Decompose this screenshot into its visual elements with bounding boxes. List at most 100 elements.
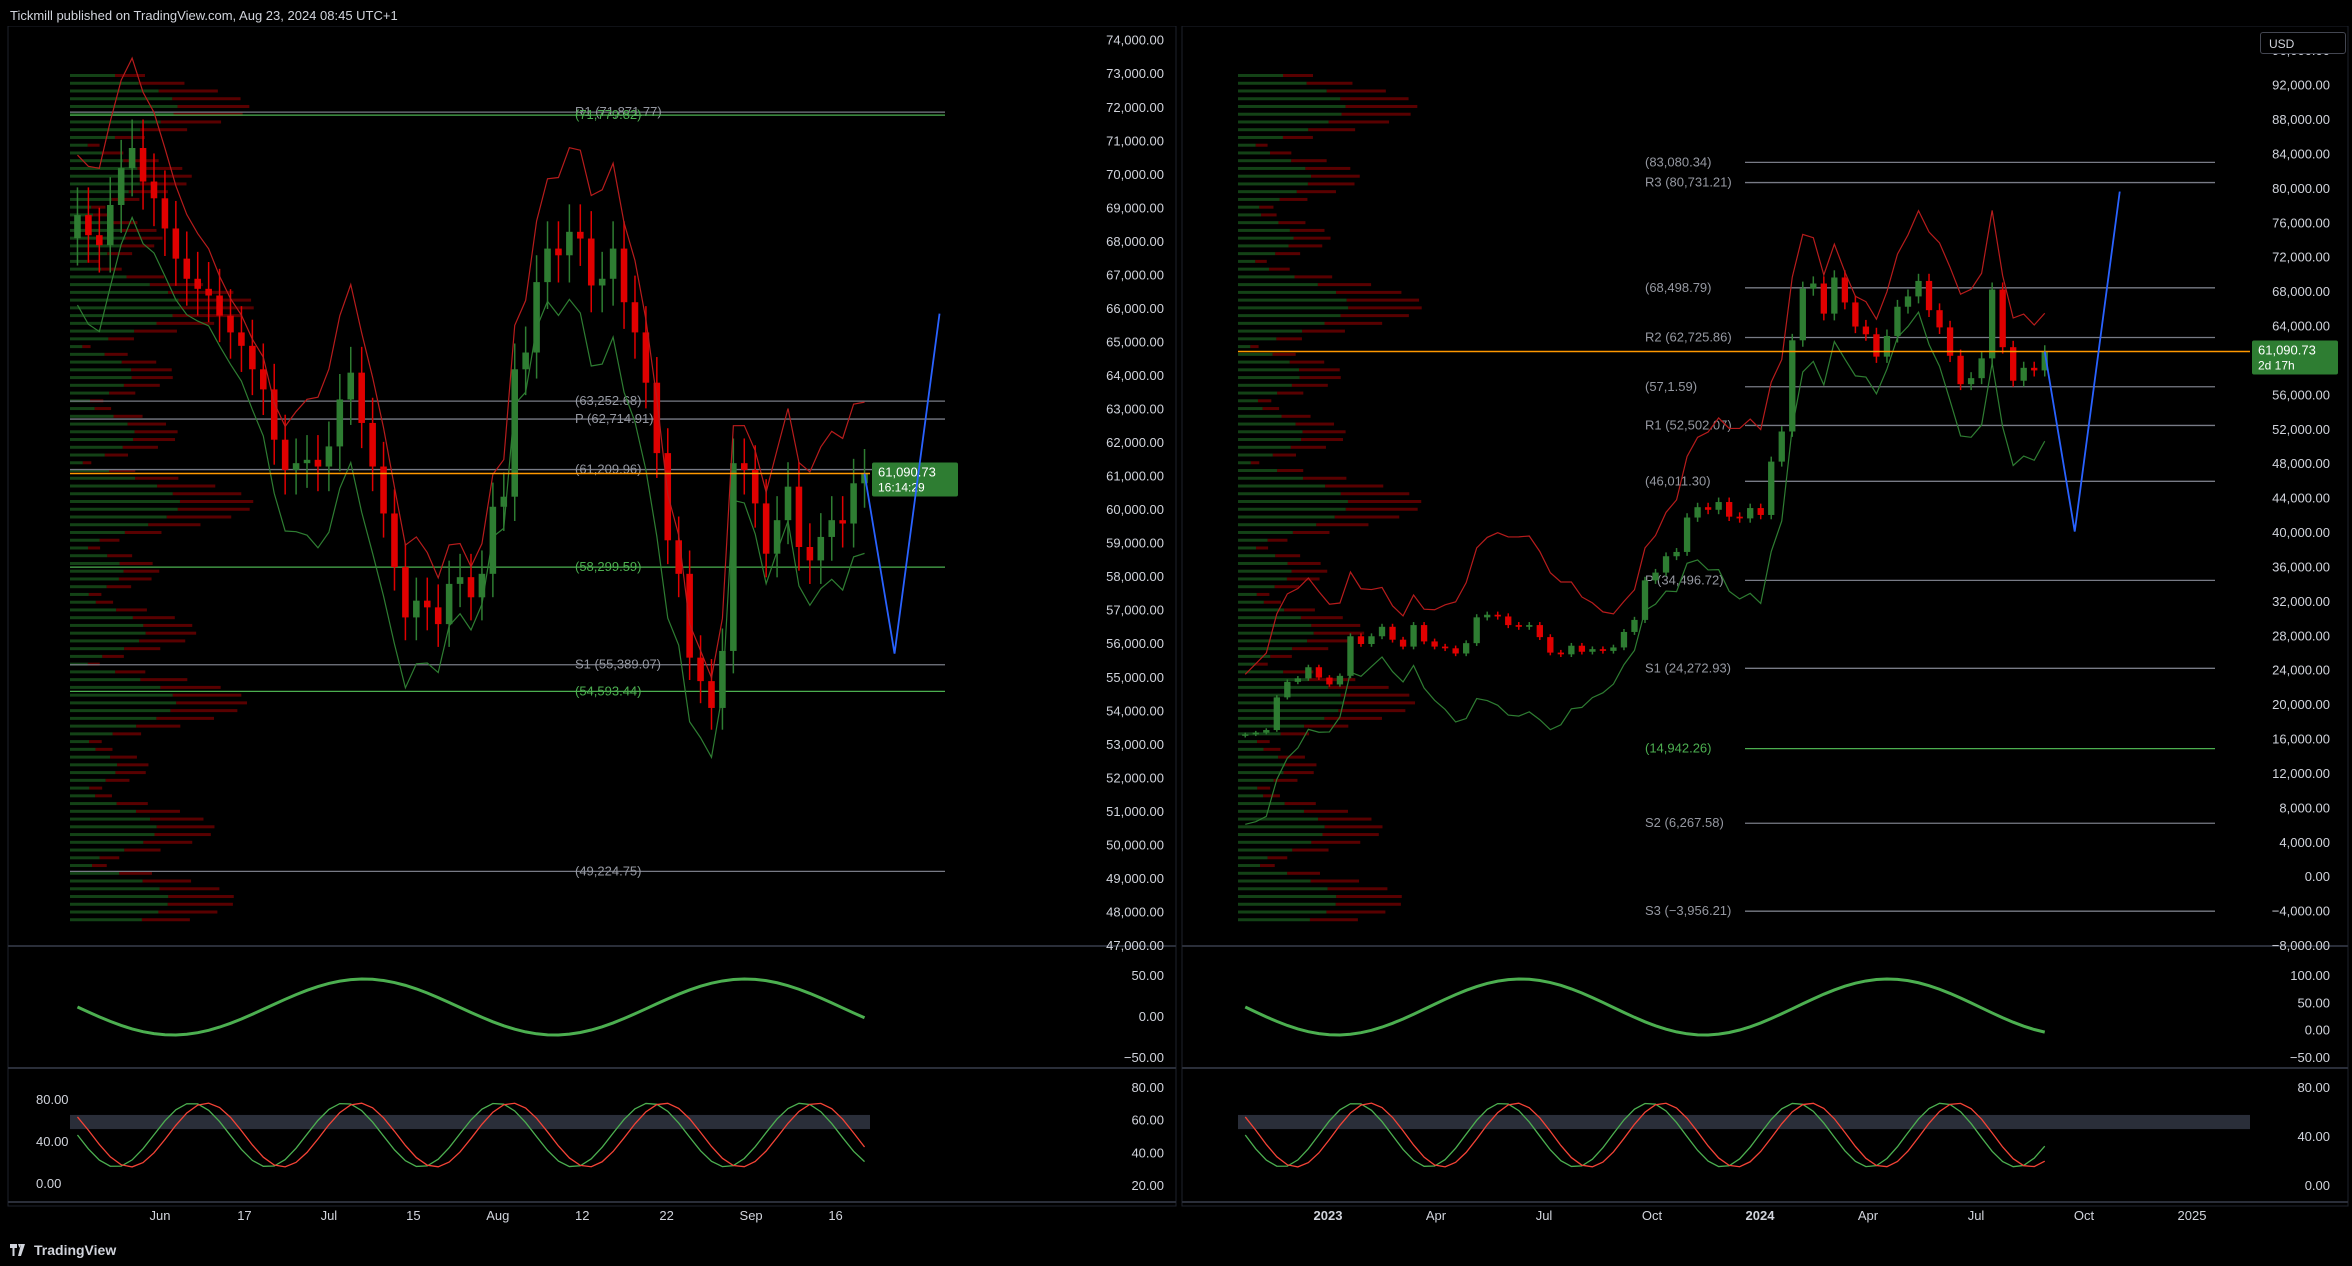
volume-bar-up <box>1238 321 1325 325</box>
volume-bar-down <box>156 825 215 829</box>
volume-bar-down <box>1344 701 1416 705</box>
level-label: R3 (80,731.21) <box>1645 175 1732 190</box>
volume-bar-up <box>70 329 135 333</box>
price-tick-label: 62,000.00 <box>1106 435 1164 450</box>
price-tick-label: 69,000.00 <box>1106 200 1164 215</box>
candle-body <box>303 459 311 464</box>
volume-bar-down <box>1296 190 1336 194</box>
volume-bar-up <box>70 275 127 279</box>
volume-bar-up <box>70 585 107 589</box>
top-bar: Tickmill published on TradingView.com, A… <box>0 0 2352 26</box>
volume-bar-down <box>132 616 175 620</box>
candle-body <box>773 520 781 554</box>
volume-bar-up <box>70 391 110 395</box>
candle-body <box>1820 283 1827 314</box>
volume-bar-up <box>70 337 109 341</box>
volume-bar-up <box>1238 244 1289 248</box>
volume-bar-down <box>156 716 214 720</box>
volume-bar-up <box>70 135 115 139</box>
candle-body <box>270 389 278 440</box>
candle-body <box>1378 626 1386 637</box>
volume-bar-down <box>1280 732 1310 736</box>
volume-bar-up <box>70 709 171 713</box>
volume-bar-up <box>70 360 122 364</box>
volume-bar-down <box>1317 283 1372 287</box>
volume-bar-up <box>70 500 180 503</box>
volume-bar-down <box>95 747 113 751</box>
right-chart-panel[interactable]: 96,000.0092,000.0088,000.0084,000.0080,0… <box>1181 26 2349 1223</box>
stoch-tick-label: 80.00 <box>2297 1080 2330 1095</box>
charts-canvas[interactable]: 74,000.00 73,000.00 72,000.00 71,000.00 70,0… <box>0 26 2352 1232</box>
candle-body <box>1810 283 1817 289</box>
volume-bar-down <box>116 802 148 806</box>
level-label: (83,080.34) <box>1645 154 1712 169</box>
left-chart-panel[interactable]: 74,000.00 73,000.00 72,000.00 71,000.00 70,0… <box>7 26 1177 1223</box>
volume-bar-up <box>70 383 124 387</box>
volume-bar-down <box>112 732 142 736</box>
tradingview-logo[interactable]: TradingView <box>10 1242 116 1258</box>
volume-bar-down <box>1311 623 1361 627</box>
price-tick-label: 12,000.00 <box>2272 766 2330 781</box>
volume-bar-down <box>1261 213 1277 217</box>
volume-bar-up <box>70 786 90 790</box>
price-tick-label: 28,000.00 <box>2272 628 2330 643</box>
countdown-label: 2d 17h <box>2258 359 2295 373</box>
candle-body <box>1726 502 1733 517</box>
volume-bar-down <box>1283 771 1314 775</box>
volume-bar-down <box>1257 786 1271 790</box>
volume-bar-up <box>70 763 118 767</box>
candle-body <box>150 181 158 199</box>
volume-bar-up <box>70 724 137 728</box>
volume-bar-up <box>1238 438 1302 442</box>
candle-body <box>1736 516 1743 519</box>
volume-bar-up <box>1238 778 1274 782</box>
price-tick-label: 16,000.00 <box>2272 732 2330 747</box>
level-label: (58,299.59) <box>575 559 642 574</box>
volume-bar-down <box>1291 159 1327 163</box>
volume-bar-down <box>1259 205 1274 209</box>
volume-bar-down <box>139 182 187 186</box>
volume-bar-up <box>1238 414 1282 418</box>
volume-bar-down <box>143 174 192 178</box>
volume-bar-up <box>1238 314 1341 318</box>
candle-body <box>1915 280 1922 297</box>
volume-bar-up <box>70 321 157 325</box>
candle-body <box>1589 649 1596 652</box>
candle-body <box>1526 625 1533 627</box>
volume-bar-down <box>102 151 124 155</box>
candle-body <box>1515 625 1522 627</box>
volume-bar-up <box>70 716 157 720</box>
band-lower <box>1245 310 2046 825</box>
volume-bar-down <box>133 438 176 442</box>
currency-button[interactable]: USD <box>2260 32 2346 54</box>
volume-bar-down <box>1340 492 1410 496</box>
volume-bar-up <box>1238 112 1342 116</box>
volume-bar-up <box>1238 631 1314 635</box>
level-label: (46,011.30) <box>1645 473 1711 488</box>
candle-body <box>96 235 103 246</box>
candle-body <box>850 483 857 524</box>
volume-bar-up <box>70 833 155 837</box>
volume-bar-down <box>1256 592 1270 596</box>
volume-bar-up <box>70 639 140 643</box>
candle-body <box>1936 310 1943 328</box>
volume-bar-up <box>1238 352 1273 356</box>
candle-body <box>1904 296 1912 307</box>
volume-bar-down <box>1276 337 1302 341</box>
volume-bar-up <box>70 887 160 891</box>
volume-bar-down <box>1348 306 1422 310</box>
volume-bar-down <box>1327 887 1388 891</box>
candle-body <box>402 567 409 618</box>
candle-body <box>1263 730 1270 733</box>
volume-bar-down <box>1272 352 1296 356</box>
candle-body <box>1441 646 1449 649</box>
volume-bar-up <box>70 430 135 434</box>
volume-bar-up <box>1238 492 1341 496</box>
volume-bar-up <box>1238 709 1339 713</box>
volume-bar-up <box>70 755 111 759</box>
volume-bar-down <box>1270 654 1292 658</box>
volume-bar-down <box>104 453 129 457</box>
volume-bar-up <box>70 445 123 449</box>
level-label: (57,1.59) <box>1645 379 1697 394</box>
volume-bar-down <box>158 910 218 914</box>
